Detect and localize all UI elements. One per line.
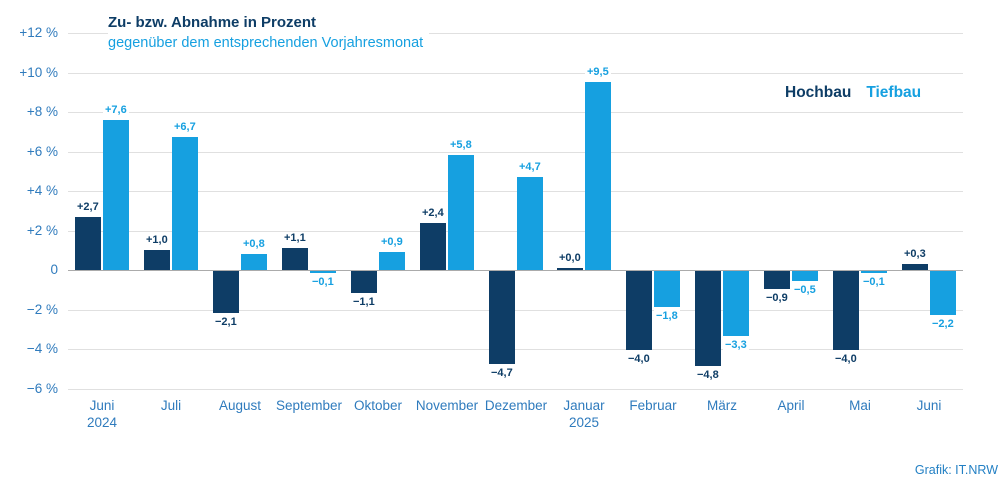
- bar-tiefbau: [103, 120, 129, 270]
- bar-value-label: +0,3: [902, 248, 928, 261]
- bar-value-label: −0,5: [792, 284, 818, 297]
- gridline: [68, 112, 963, 113]
- gridline: [68, 191, 963, 192]
- y-axis-tick-label: −6 %: [26, 381, 58, 396]
- y-axis-tick-label: +8 %: [26, 104, 58, 119]
- bar-tiefbau: [172, 137, 198, 270]
- bar-value-label: −4,7: [489, 367, 515, 380]
- bar-tiefbau: [241, 254, 267, 270]
- bar-value-label: +1,1: [282, 232, 308, 245]
- bar-value-label: +9,5: [585, 66, 611, 79]
- chart-legend: Hochbau Tiefbau: [781, 83, 926, 103]
- x-axis-month-label: Januar 2025: [563, 398, 605, 430]
- bar-tiefbau: [448, 155, 474, 270]
- bar-value-label: +6,7: [172, 121, 198, 134]
- gridline: [68, 349, 963, 350]
- y-axis-tick-label: 0: [50, 262, 58, 277]
- bar-value-label: −4,8: [695, 369, 721, 382]
- bar-tiefbau: [310, 271, 336, 273]
- x-axis-month-label: Oktober: [353, 398, 403, 413]
- bar-value-label: +0,8: [241, 238, 267, 251]
- bar-hochbau: [144, 250, 170, 270]
- bar-hochbau: [833, 271, 859, 350]
- x-axis-month-label: März: [707, 398, 737, 413]
- bar-value-label: −3,3: [723, 339, 749, 352]
- gridline: [68, 231, 963, 232]
- x-axis-month-label: Dezember: [484, 398, 548, 413]
- bar-hochbau: [764, 271, 790, 289]
- bar-value-label: −0,1: [861, 276, 887, 289]
- bar-value-label: −1,8: [654, 310, 680, 323]
- bar-value-label: +1,0: [144, 234, 170, 247]
- x-axis-month-label: August: [218, 398, 262, 413]
- bar-tiefbau: [379, 252, 405, 270]
- x-axis-month-label: Juni 2024: [86, 398, 118, 430]
- bar-value-label: −0,1: [310, 276, 336, 289]
- chart-title: Zu- bzw. Abnahme in Prozent: [108, 14, 317, 31]
- y-axis-tick-label: +10 %: [19, 65, 58, 80]
- bar-value-label: +7,6: [103, 104, 129, 117]
- bar-hochbau: [351, 271, 377, 293]
- bar-tiefbau: [723, 271, 749, 336]
- legend-item-hochbau: Hochbau: [785, 84, 852, 101]
- bar-value-label: +5,8: [448, 139, 474, 152]
- credit-text: Grafik: IT.NRW: [914, 463, 998, 477]
- bar-tiefbau: [930, 271, 956, 315]
- x-axis-month-label: Juli: [160, 398, 182, 413]
- gridline: [68, 310, 963, 311]
- bar-value-label: −2,1: [213, 316, 239, 329]
- x-axis-month-label: Juni: [916, 398, 942, 413]
- bar-hochbau: [75, 217, 101, 270]
- chart-title-block: Zu- bzw. Abnahme in Prozent gegenüber de…: [108, 10, 430, 55]
- x-axis-month-label: Februar: [629, 398, 677, 413]
- bar-tiefbau: [585, 82, 611, 270]
- bar-tiefbau: [517, 177, 543, 270]
- y-axis-tick-label: +2 %: [26, 223, 58, 238]
- bar-hochbau: [557, 268, 583, 270]
- bar-value-label: +2,4: [420, 207, 446, 220]
- legend-item-tiefbau: Tiefbau: [866, 84, 922, 101]
- bar-hochbau: [626, 271, 652, 350]
- bar-value-label: −4,0: [626, 353, 652, 366]
- y-axis-tick-label: −4 %: [26, 341, 58, 356]
- gridline: [68, 152, 963, 153]
- bar-value-label: −0,9: [764, 292, 790, 305]
- x-axis-month-label: September: [275, 398, 343, 413]
- bar-value-label: +4,7: [517, 161, 543, 174]
- x-axis-month-label: April: [777, 398, 805, 413]
- gridline: [68, 73, 963, 74]
- x-axis-month-label: Mai: [849, 398, 871, 413]
- bar-value-label: −4,0: [833, 353, 859, 366]
- bar-hochbau: [213, 271, 239, 313]
- bar-hochbau: [489, 271, 515, 364]
- y-axis-tick-label: +6 %: [26, 144, 58, 159]
- bar-tiefbau: [861, 271, 887, 273]
- bar-value-label: +2,7: [75, 201, 101, 214]
- y-axis-tick-label: +4 %: [26, 183, 58, 198]
- bar-value-label: +0,9: [379, 236, 405, 249]
- y-axis-tick-label: −2 %: [26, 302, 58, 317]
- gridline: [68, 33, 963, 34]
- x-axis-month-label: November: [415, 398, 479, 413]
- bar-hochbau: [420, 223, 446, 270]
- y-axis-tick-label: +12 %: [19, 25, 58, 40]
- bar-hochbau: [695, 271, 721, 366]
- zero-axis-line: [68, 270, 963, 271]
- bar-hochbau: [282, 248, 308, 270]
- bar-value-label: +0,0: [557, 252, 583, 265]
- chart-subtitle: gegenüber dem entsprechenden Vorjahresmo…: [108, 35, 424, 51]
- bar-tiefbau: [654, 271, 680, 307]
- bar-hochbau: [902, 264, 928, 270]
- bar-value-label: −1,1: [351, 296, 377, 309]
- bar-tiefbau: [792, 271, 818, 281]
- bar-value-label: −2,2: [930, 318, 956, 331]
- gridline: [68, 389, 963, 390]
